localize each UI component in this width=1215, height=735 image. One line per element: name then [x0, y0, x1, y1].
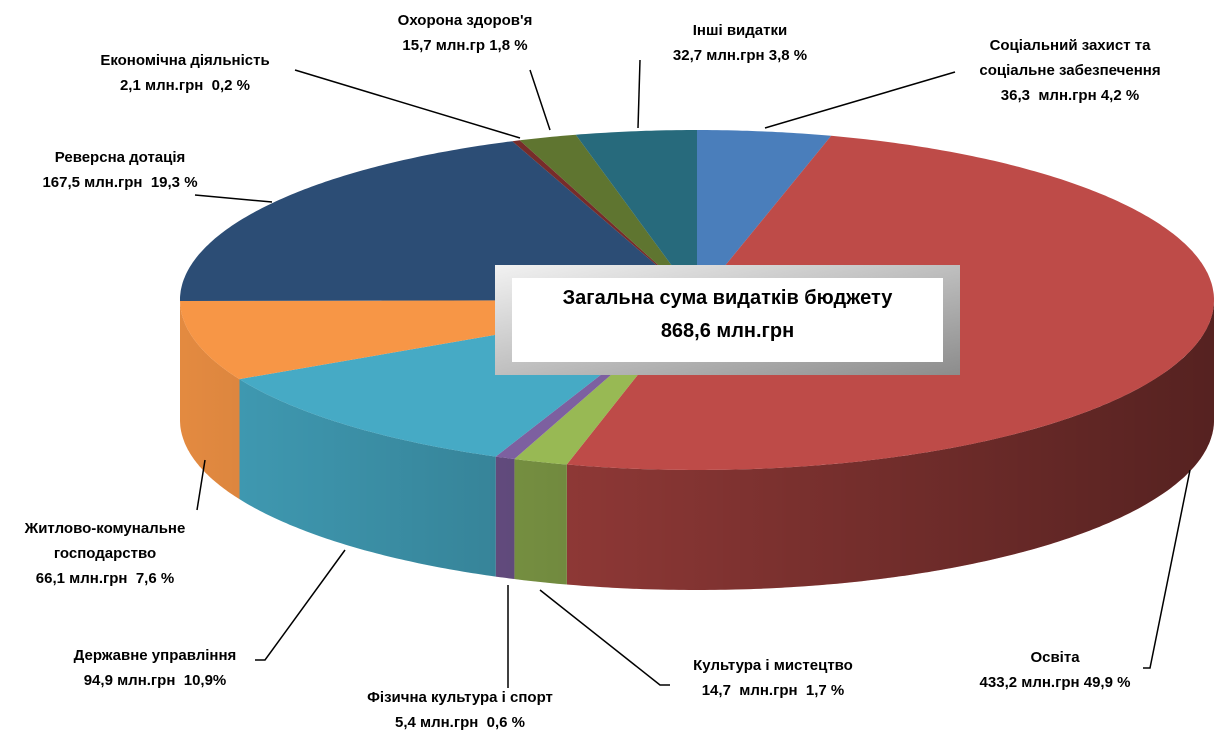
slice-side-shade [495, 456, 515, 579]
label-value: 14,7 млн.грн 1,7 % [701, 682, 845, 699]
label-value: 433,2 млн.грн 49,9 % [979, 674, 1131, 691]
slice-side-shade [566, 300, 1214, 590]
data-label: Реверсна дотація 167,5 млн.грн 19,3 % [42, 145, 197, 195]
label-value: 2,1 млн.грн 0,2 % [119, 77, 251, 94]
note-line: 868,6 млн.грн [660, 320, 795, 342]
label-value: 66,1 млн.грн 7,6 % [35, 570, 175, 587]
slice [575, 130, 697, 300]
label-name: Культура і мистецтво [693, 657, 853, 674]
leader-line [637, 59, 641, 129]
sides [180, 300, 1214, 590]
leader-line [764, 71, 956, 129]
total-note: Загальна сума видатків бюджету 868,6 млн… [515, 282, 940, 348]
label-value: 36,3 млн.грн 4,2 % [1000, 87, 1140, 104]
data-label: Державне управління 94,9 млн.грн 10,9% [74, 643, 237, 693]
data-label: Житлово-комунальне господарство 66,1 млн.… [13, 516, 198, 591]
slice-side-shade [180, 301, 240, 500]
data-label: Охорона здоров'я 15,7 млн.гр 1,8 % [398, 8, 533, 58]
label-name: Соціальний захист та соціальне забезпече… [979, 37, 1161, 79]
leader-line [539, 589, 670, 686]
slice [697, 130, 832, 300]
label-value: 94,9 млн.грн 10,9% [83, 672, 227, 689]
label-name: Реверсна дотація [54, 149, 186, 166]
data-label: Економічна діяльність 2,1 млн.грн 0,2 % [100, 48, 269, 98]
leaders [194, 59, 1191, 688]
label-name: Інші видатки [692, 22, 788, 39]
data-label: Освіта 433,2 млн.грн 49,9 % [980, 645, 1131, 695]
label-name: Охорона здоров'я [397, 12, 533, 29]
data-label: Інші видатки 32,7 млн.грн 3,8 % [673, 18, 807, 68]
slice-side-shade [514, 459, 567, 585]
leader-line [194, 194, 273, 203]
leader-line [529, 69, 551, 131]
leader-line [196, 459, 206, 511]
label-value: 15,7 млн.гр 1,8 % [402, 37, 528, 54]
label-value: 32,7 млн.грн 3,8 % [672, 47, 808, 64]
leader-line [294, 69, 521, 139]
label-value: 167,5 млн.грн 19,3 % [42, 174, 198, 191]
note-line: Загальна сума видатків бюджету [562, 287, 893, 309]
label-name: Освіта [1030, 649, 1080, 666]
label-value: 5,4 млн.грн 0,6 % [394, 714, 526, 731]
slice [180, 141, 697, 301]
label-name: Житлово-комунальне господарство [24, 520, 186, 562]
leader-line [255, 549, 346, 661]
label-name: Економічна діяльність [100, 52, 270, 69]
slice [512, 140, 697, 300]
box-face [512, 278, 943, 362]
slice [519, 134, 697, 300]
data-label: Соціальний захист та соціальне забезпече… [965, 33, 1175, 108]
slice-side-shade [239, 379, 496, 577]
leader-line [1143, 469, 1191, 669]
label-name: Фізична культура і спорт [367, 689, 553, 706]
data-label: Культура і мистецтво 14,7 млн.грн 1,7 % [693, 653, 853, 703]
label-name: Державне управління [73, 647, 237, 664]
data-label: Фізична культура і спорт 5,4 млн.грн 0,6 … [367, 685, 553, 735]
total-box [495, 265, 960, 375]
